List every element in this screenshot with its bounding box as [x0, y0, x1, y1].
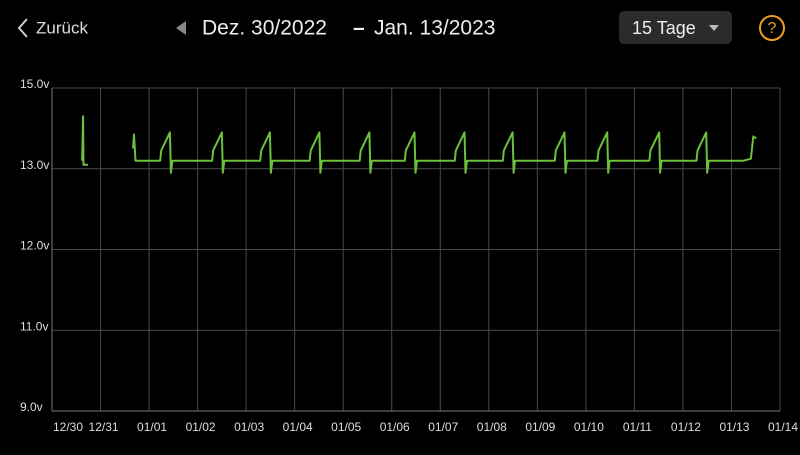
end-date: Jan. 13/2023 [374, 17, 495, 40]
y-tick-label: 9.0v [20, 400, 43, 414]
x-tick-label: 01/13 [719, 420, 749, 434]
x-tick-label: 01/09 [525, 420, 555, 434]
y-tick-label: 15.0v [20, 77, 49, 91]
x-tick-label: 01/14 [768, 420, 798, 434]
x-tick-label: 01/06 [380, 420, 410, 434]
help-label: ? [768, 20, 777, 37]
back-icon [17, 18, 28, 38]
dropdown-caret [709, 25, 719, 31]
prev-arrow[interactable] [176, 21, 186, 35]
help-button[interactable]: ? [759, 15, 785, 41]
dropdown-box [619, 11, 732, 44]
range-label: 15 Tage [632, 18, 696, 38]
x-tick-label: 01/07 [428, 420, 458, 434]
back-button[interactable]: Zurück [17, 18, 88, 38]
chart: 9.0v 11.0v 12.0v 13.0v 15.0v 12/30 12/31 01/01 0… [20, 77, 798, 434]
x-tick-label: 01/11 [623, 420, 652, 434]
range-dropdown[interactable]: 15 Tage [619, 11, 732, 44]
x-tick-label: 01/08 [477, 420, 507, 434]
x-tick-label: 01/04 [283, 420, 313, 434]
x-tick-label: 12/31 [89, 420, 119, 434]
start-date: Dez. 30/2022 [202, 17, 327, 40]
x-tick-label: 01/02 [186, 420, 216, 434]
voltage-line [81, 115, 757, 174]
back-label: Zurück [36, 18, 88, 37]
date-separator: – [353, 17, 365, 40]
y-tick-label: 11.0v [20, 319, 48, 333]
x-tick-label: 01/03 [234, 420, 264, 434]
x-tick-label: 12/30 [53, 420, 83, 434]
x-tick-label: 01/05 [331, 420, 361, 434]
x-tick-label: 01/01 [137, 420, 167, 434]
y-tick-label: 12.0v [20, 239, 49, 253]
help-circle [759, 15, 785, 41]
x-tick-label: 01/12 [671, 420, 701, 434]
x-tick-label: 01/10 [574, 420, 604, 434]
y-tick-label: 13.0v [20, 158, 49, 172]
